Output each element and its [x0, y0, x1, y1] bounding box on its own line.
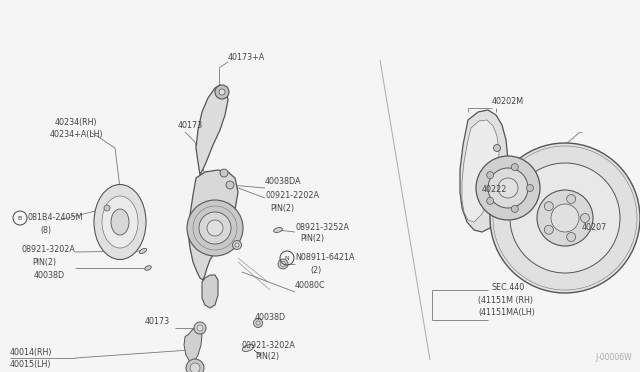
Ellipse shape: [274, 228, 282, 232]
Circle shape: [219, 89, 225, 95]
Ellipse shape: [145, 266, 151, 270]
Circle shape: [488, 168, 528, 208]
Ellipse shape: [94, 185, 146, 260]
Circle shape: [215, 85, 229, 99]
Ellipse shape: [243, 344, 253, 352]
Circle shape: [253, 318, 262, 327]
Text: 40080C: 40080C: [295, 280, 326, 289]
Text: 08921-3252A: 08921-3252A: [295, 222, 349, 231]
Circle shape: [476, 156, 540, 220]
Polygon shape: [202, 275, 218, 308]
Text: 081B4-2405M: 081B4-2405M: [28, 214, 83, 222]
Circle shape: [551, 204, 579, 232]
Ellipse shape: [102, 196, 138, 248]
Circle shape: [197, 325, 203, 331]
Circle shape: [511, 164, 518, 171]
Circle shape: [510, 163, 620, 273]
Text: 40038DA: 40038DA: [265, 177, 301, 186]
Text: 00921-2202A: 00921-2202A: [265, 192, 319, 201]
Circle shape: [486, 198, 493, 205]
Text: 40173+A: 40173+A: [228, 54, 265, 62]
Circle shape: [187, 200, 243, 256]
Circle shape: [186, 359, 204, 372]
Circle shape: [280, 262, 285, 266]
Circle shape: [190, 363, 200, 372]
Text: PIN(2): PIN(2): [270, 203, 294, 212]
Text: 40038D: 40038D: [34, 270, 65, 279]
Ellipse shape: [140, 248, 147, 254]
Text: 40202M: 40202M: [492, 97, 524, 106]
Text: (41151MA(LH): (41151MA(LH): [478, 308, 535, 317]
Circle shape: [104, 205, 110, 211]
Circle shape: [566, 195, 576, 203]
Text: N: N: [285, 256, 289, 260]
Text: PIN(2): PIN(2): [255, 353, 279, 362]
Text: J-00006W: J-00006W: [595, 353, 632, 362]
Text: 40038D: 40038D: [255, 314, 286, 323]
Text: 00921-3202A: 00921-3202A: [242, 340, 296, 350]
Text: (2): (2): [310, 266, 321, 275]
Polygon shape: [184, 328, 202, 362]
Text: 40207: 40207: [582, 224, 607, 232]
Circle shape: [220, 169, 228, 177]
Polygon shape: [196, 85, 228, 175]
Circle shape: [493, 144, 500, 151]
Circle shape: [194, 322, 206, 334]
Polygon shape: [188, 170, 238, 280]
Circle shape: [226, 181, 234, 189]
Text: 40173: 40173: [145, 317, 170, 327]
Text: 40173: 40173: [178, 121, 203, 129]
Circle shape: [498, 178, 518, 198]
Circle shape: [278, 259, 288, 269]
Ellipse shape: [111, 209, 129, 235]
Circle shape: [544, 225, 554, 234]
Circle shape: [544, 202, 554, 211]
Text: B: B: [18, 215, 22, 221]
Text: (8): (8): [40, 225, 51, 234]
Circle shape: [537, 190, 593, 246]
Circle shape: [486, 171, 493, 179]
Circle shape: [511, 205, 518, 212]
Circle shape: [232, 241, 241, 250]
Circle shape: [199, 212, 231, 244]
Text: 40015(LH): 40015(LH): [10, 360, 51, 369]
Text: SEC.440: SEC.440: [492, 283, 525, 292]
Circle shape: [256, 321, 260, 325]
Polygon shape: [462, 120, 499, 222]
Circle shape: [580, 214, 589, 222]
Text: 40234+A(LH): 40234+A(LH): [50, 131, 104, 140]
Polygon shape: [460, 110, 508, 232]
Text: (41151M (RH): (41151M (RH): [478, 295, 533, 305]
Text: 08921-3202A: 08921-3202A: [22, 246, 76, 254]
Text: 40234(RH): 40234(RH): [55, 118, 98, 126]
Circle shape: [490, 143, 640, 293]
Circle shape: [235, 243, 239, 247]
Text: 40222: 40222: [482, 186, 508, 195]
Text: PIN(2): PIN(2): [32, 257, 56, 266]
Text: PIN(2): PIN(2): [300, 234, 324, 244]
Circle shape: [527, 185, 534, 192]
Circle shape: [207, 220, 223, 236]
Text: N08911-6421A: N08911-6421A: [295, 253, 355, 263]
Circle shape: [566, 232, 576, 241]
Text: 40014(RH): 40014(RH): [10, 347, 52, 356]
